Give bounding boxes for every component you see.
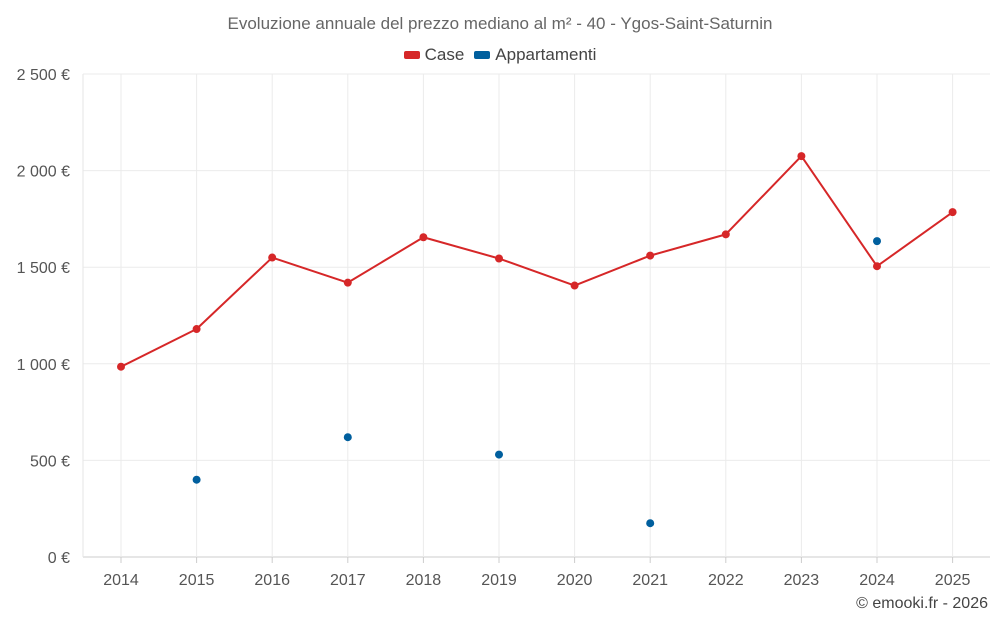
data-point-appartamenti bbox=[495, 450, 503, 459]
y-tick-label: 1 000 € bbox=[17, 357, 70, 374]
data-point-case bbox=[495, 254, 503, 263]
x-tick-label: 2020 bbox=[557, 572, 593, 589]
legend-label-case: Case bbox=[424, 45, 465, 64]
data-point-case bbox=[721, 230, 730, 239]
legend-label-appartamenti: Appartamenti bbox=[495, 45, 597, 64]
x-tick-label: 2017 bbox=[330, 572, 366, 589]
copyright-credit: © emooki.fr - 2026 bbox=[856, 595, 988, 612]
x-tick-label: 2023 bbox=[784, 572, 820, 589]
y-tick-label: 1 500 € bbox=[17, 260, 70, 277]
y-tick-label: 2 000 € bbox=[17, 164, 70, 181]
x-tick-label: 2016 bbox=[254, 572, 290, 589]
legend-swatch-case bbox=[403, 51, 420, 59]
legend-item-case[interactable]: Case bbox=[403, 45, 465, 65]
data-point-case bbox=[873, 262, 881, 271]
x-tick-label: 2015 bbox=[179, 572, 215, 589]
data-point-appartamenti bbox=[873, 237, 881, 246]
legend-swatch-appartamenti bbox=[474, 51, 491, 59]
x-tick-label: 2019 bbox=[481, 572, 517, 589]
x-tick-label: 2021 bbox=[632, 572, 668, 589]
y-tick-label: 2 500 € bbox=[17, 67, 70, 84]
x-tick-label: 2025 bbox=[935, 572, 971, 589]
data-point-case bbox=[797, 152, 806, 161]
data-point-appartamenti bbox=[192, 475, 201, 484]
y-tick-label: 500 € bbox=[30, 453, 70, 470]
data-point-case bbox=[948, 208, 957, 217]
data-point-appartamenti bbox=[646, 519, 655, 528]
x-tick-label: 2022 bbox=[708, 572, 744, 589]
legend-item-appartamenti[interactable]: Appartamenti bbox=[474, 45, 596, 65]
chart-legend: Case Appartamenti bbox=[0, 45, 1000, 65]
x-tick-label: 2018 bbox=[406, 572, 442, 589]
data-point-case bbox=[646, 251, 655, 260]
data-point-case bbox=[570, 281, 579, 290]
data-point-case bbox=[117, 362, 125, 371]
x-tick-label: 2014 bbox=[103, 572, 139, 589]
data-point-appartamenti bbox=[343, 433, 352, 442]
chart-title: Evoluzione annuale del prezzo mediano al… bbox=[227, 14, 773, 33]
data-point-case bbox=[268, 253, 277, 262]
data-point-case bbox=[192, 325, 201, 334]
y-tick-label: 0 € bbox=[48, 550, 70, 567]
series-line-case bbox=[120, 155, 954, 368]
data-point-case bbox=[343, 278, 352, 287]
data-point-case bbox=[419, 233, 428, 242]
x-tick-label: 2024 bbox=[859, 572, 895, 589]
